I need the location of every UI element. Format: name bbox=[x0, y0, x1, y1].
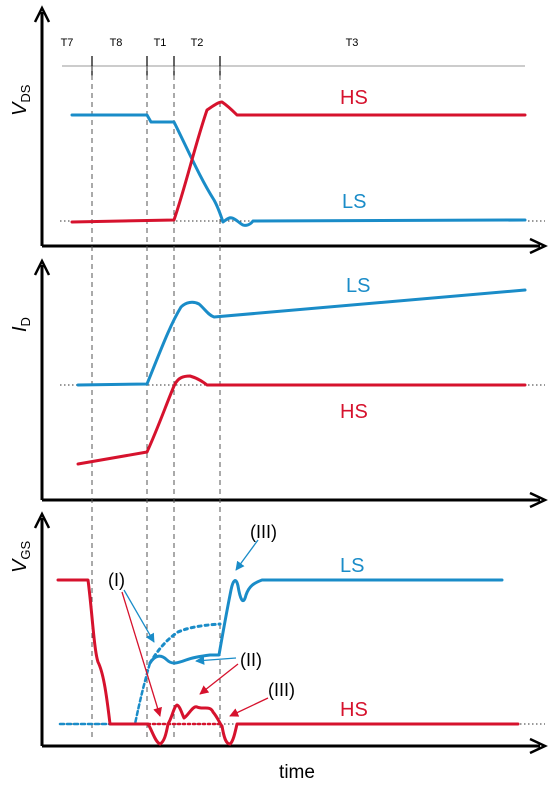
vds-ls-trace bbox=[70, 113, 527, 227]
vds-hs-trace bbox=[70, 100, 527, 224]
vds-hs-label: HS bbox=[340, 87, 368, 109]
vds-panel bbox=[70, 100, 527, 227]
vds-axis-label: VDS bbox=[9, 84, 33, 116]
annotation-iii-bottom: (III) bbox=[268, 680, 295, 700]
annotation-iii-top: (III) bbox=[250, 522, 277, 542]
arrow-i-hs bbox=[121, 591, 162, 717]
vgs-hs-label: HS bbox=[340, 699, 368, 721]
phase-guides bbox=[60, 56, 545, 738]
phase-label-t1: T1 bbox=[154, 37, 167, 49]
vds-ls-label: LS bbox=[342, 191, 366, 213]
id-hs-label: HS bbox=[340, 401, 368, 423]
vgs-axis-label: VGS bbox=[9, 541, 33, 573]
annotation-ii: (II) bbox=[240, 650, 262, 670]
arrow-i-ls bbox=[123, 589, 155, 643]
vgs-ls-label: LS bbox=[340, 555, 364, 577]
vgs-y-arrow bbox=[33, 511, 51, 529]
phase-label-t3: T3 bbox=[346, 37, 359, 49]
arrow-iii-ls bbox=[235, 539, 259, 571]
arrow-ii-hs bbox=[199, 663, 239, 695]
id-ls-trace bbox=[76, 288, 527, 387]
id-axis-label: ID bbox=[9, 317, 33, 332]
id-x-arrow bbox=[529, 491, 548, 509]
arrow-ii-ls bbox=[195, 655, 237, 665]
x-axis-label: time bbox=[279, 762, 315, 783]
vgs-ls-trace bbox=[148, 578, 504, 665]
phase-label-t8: T8 bbox=[110, 37, 123, 49]
vgs-panel bbox=[56, 578, 520, 746]
id-panel bbox=[76, 288, 527, 466]
axes bbox=[33, 5, 548, 755]
annotation-i: (I) bbox=[108, 570, 125, 590]
phase-label-t2: T2 bbox=[191, 37, 204, 49]
vds-labels: HS LS bbox=[340, 87, 368, 213]
phase-label-t7: T7 bbox=[61, 37, 74, 49]
id-ls-label: LS bbox=[346, 275, 370, 297]
vgs-annotations: (I) (II) (III) (III) bbox=[108, 522, 295, 700]
id-labels: LS HS bbox=[340, 275, 370, 423]
vgs-labels: LS HS bbox=[340, 555, 368, 721]
phase-labels: T7 T8 T1 T2 T3 bbox=[61, 37, 359, 49]
vds-y-arrow bbox=[33, 5, 51, 23]
id-hs-trace bbox=[76, 374, 527, 466]
vgs-ls-dotted-alt bbox=[148, 622, 222, 665]
arrow-iii-hs bbox=[229, 697, 269, 717]
id-y-arrow bbox=[33, 258, 51, 276]
vds-x-arrow bbox=[529, 237, 548, 255]
vgs-hs-trace bbox=[56, 578, 520, 746]
vgs-x-arrow bbox=[529, 737, 548, 755]
vgs-annotation-arrows bbox=[121, 539, 269, 717]
